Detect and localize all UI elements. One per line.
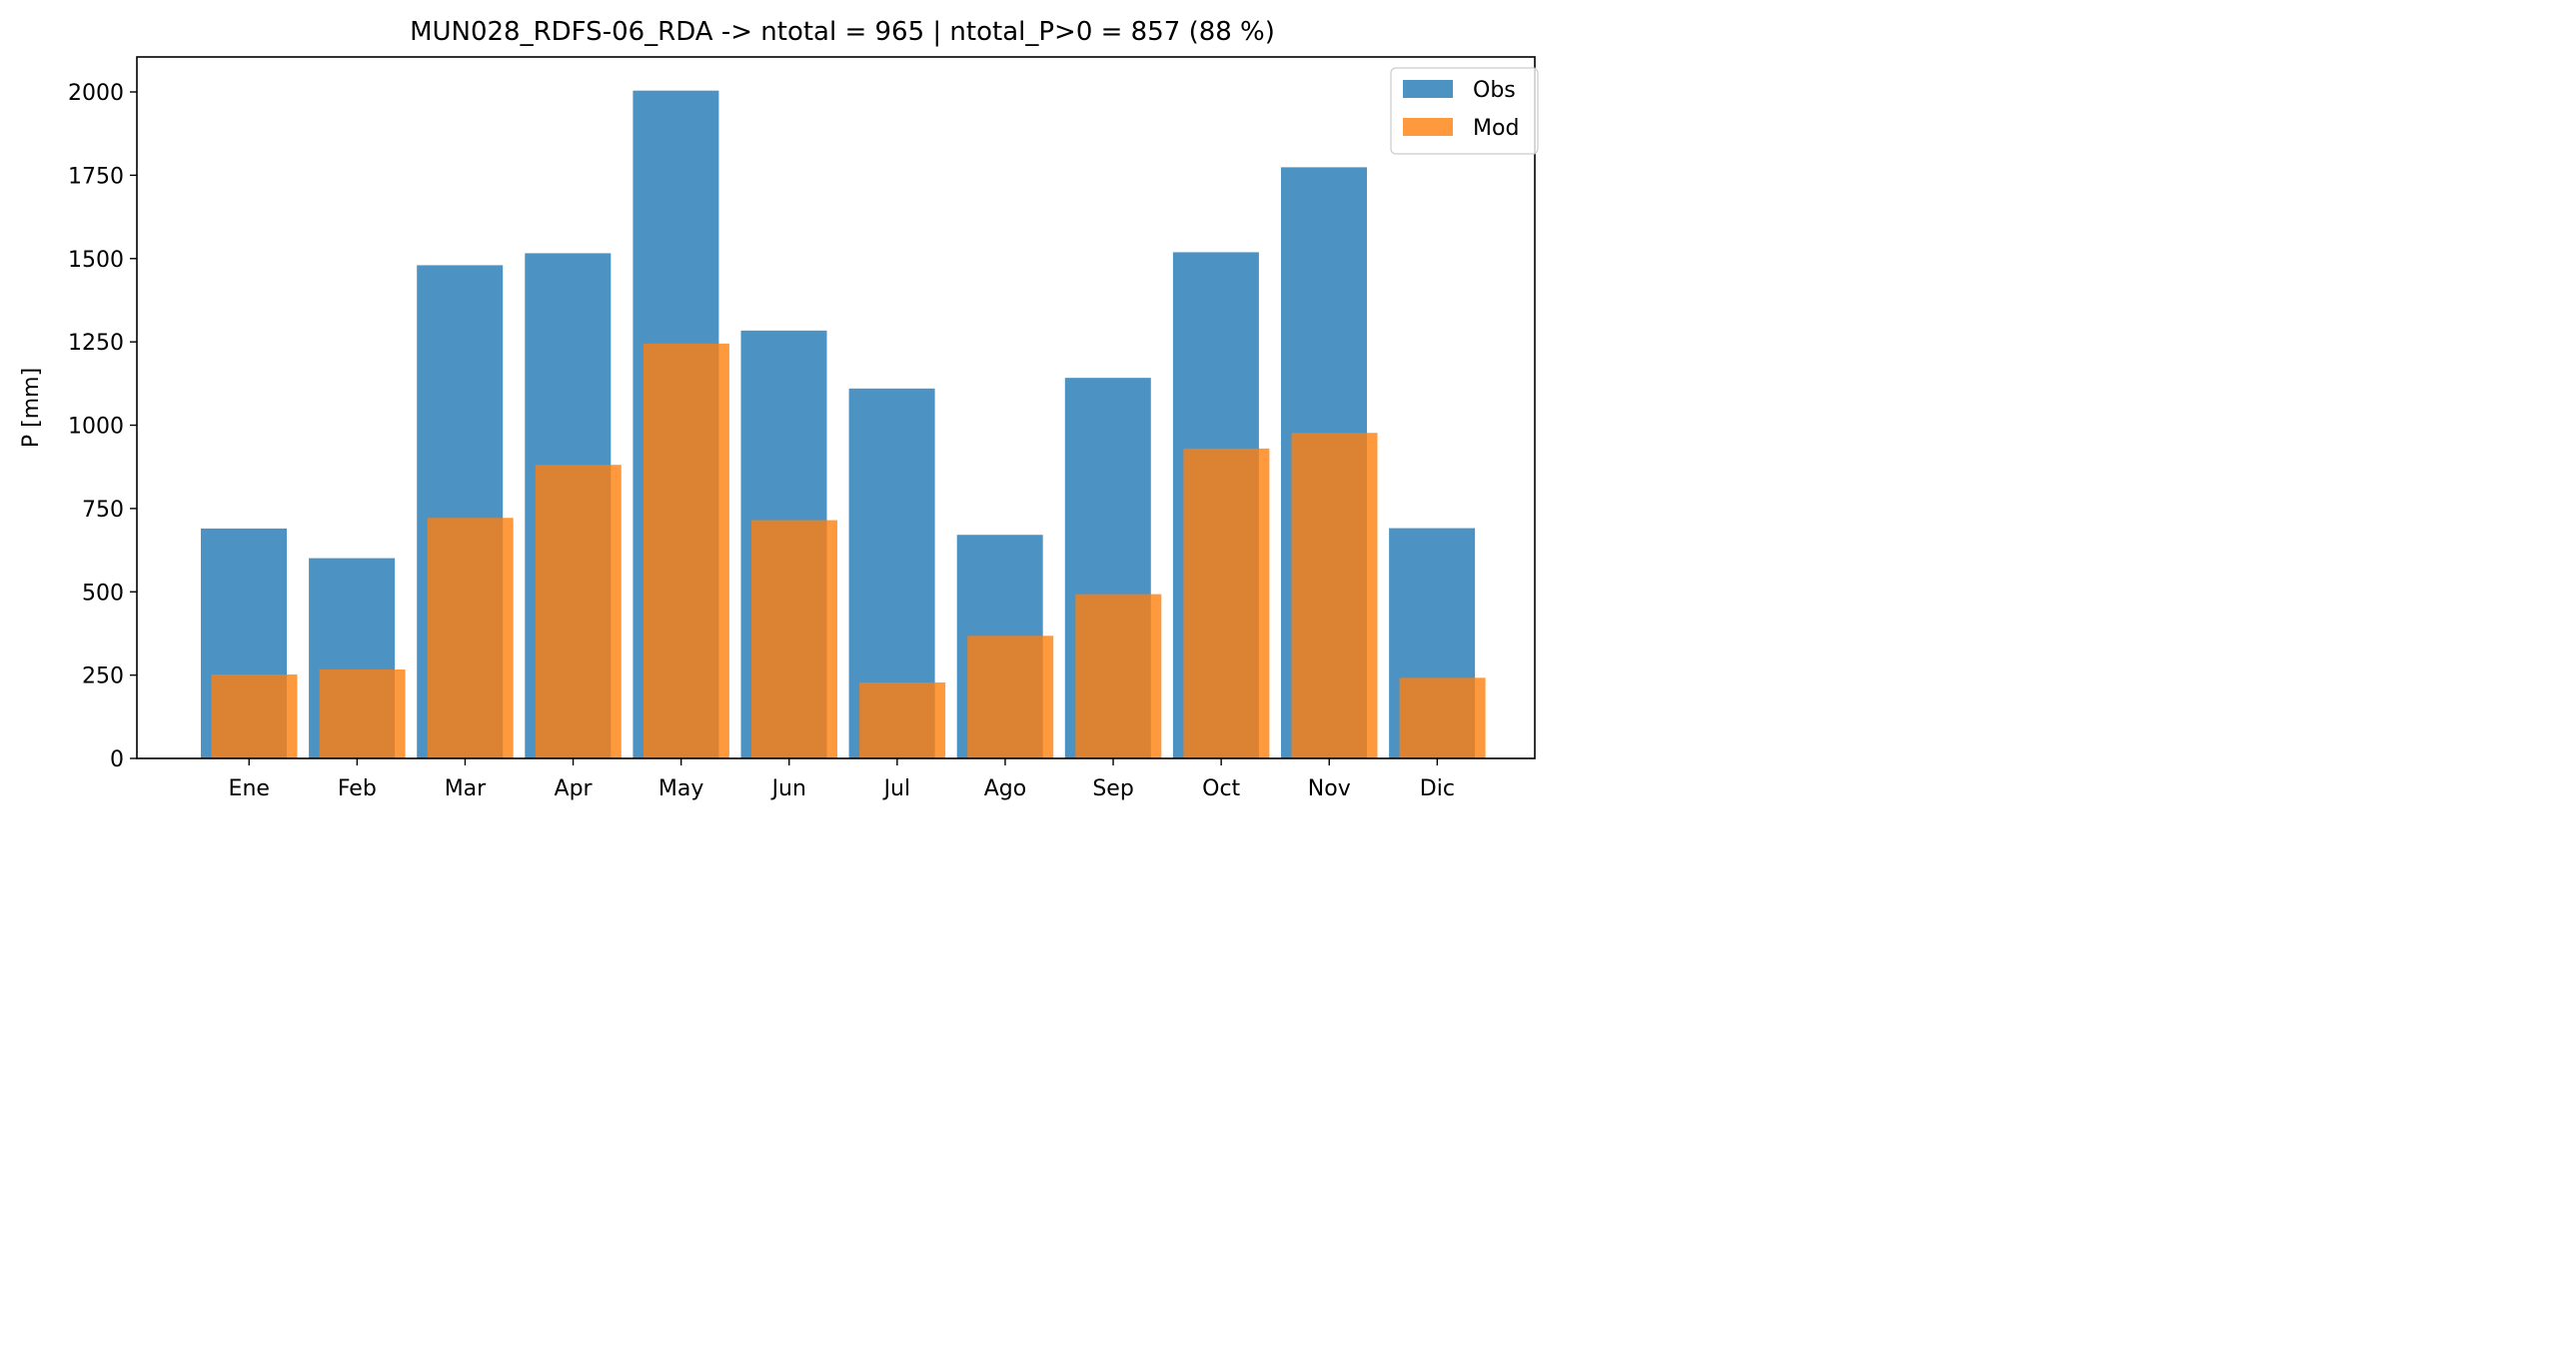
y-tick-label: 1750 (68, 164, 124, 189)
bars-layer (201, 90, 1486, 759)
y-tick-label: 1000 (68, 415, 124, 440)
y-tick-label: 2000 (68, 81, 124, 106)
bar-mod-jun (751, 520, 837, 758)
chart-title: MUN028_RDFS-06_RDA -> ntotal = 965 | nto… (410, 17, 1275, 47)
bar-mod-nov (1291, 433, 1378, 758)
plot-frame (136, 56, 1536, 759)
legend: Obs Mod (1390, 67, 1539, 155)
x-tick-label-jul: Jul (882, 776, 911, 801)
y-axis: 0 250 500 750 1000 1250 1500 1750 2000 (68, 81, 137, 772)
y-tick-label: 250 (82, 665, 124, 689)
y-tick-label: 0 (110, 747, 124, 772)
bar-mod-may (643, 343, 729, 758)
x-tick-label-ago: Ago (984, 776, 1026, 801)
legend-label-obs: Obs (1473, 78, 1516, 103)
x-tick-label-apr: Apr (555, 776, 594, 801)
x-tick-label-sep: Sep (1092, 776, 1133, 801)
x-axis: Ene Feb Mar Apr May Jun Jul Ago Sep Oct Nov Dic (229, 758, 1455, 801)
x-tick-label-nov: Nov (1308, 776, 1351, 801)
legend-items: Obs Mod (1403, 78, 1519, 141)
y-tick-label: 500 (82, 581, 124, 606)
x-tick-label-dic: Dic (1420, 776, 1455, 801)
x-tick-label-may: May (658, 776, 703, 801)
y-tick-label: 750 (82, 498, 124, 523)
bar-chart: MUN028_RDFS-06_RDA -> ntotal = 965 | nto… (19, 17, 1539, 801)
legend-swatch-obs (1403, 80, 1453, 98)
bar-mod-feb (319, 669, 406, 758)
x-tick-label-mar: Mar (445, 776, 487, 801)
y-axis-label: P [mm] (19, 368, 44, 448)
x-tick-label-jun: Jun (770, 776, 806, 801)
legend-swatch-mod (1403, 118, 1453, 136)
chart-container: MUN028_RDFS-06_RDA -> ntotal = 965 | nto… (0, 0, 1567, 819)
x-tick-label-feb: Feb (338, 776, 377, 801)
bar-mod-oct (1183, 448, 1270, 758)
x-tick-label-ene: Ene (229, 776, 270, 801)
legend-label-mod: Mod (1473, 116, 1519, 141)
bar-mod-apr (535, 465, 622, 758)
x-tick-label-oct: Oct (1202, 776, 1240, 801)
bar-mod-jul (859, 681, 946, 758)
bar-mod-ene (211, 674, 298, 758)
bar-mod-ago (967, 636, 1054, 758)
y-tick-label: 1500 (68, 248, 124, 273)
y-tick-label: 1250 (68, 331, 124, 356)
bar-mod-sep (1075, 594, 1162, 758)
bar-mod-mar (427, 518, 514, 758)
bar-mod-dic (1399, 677, 1486, 758)
